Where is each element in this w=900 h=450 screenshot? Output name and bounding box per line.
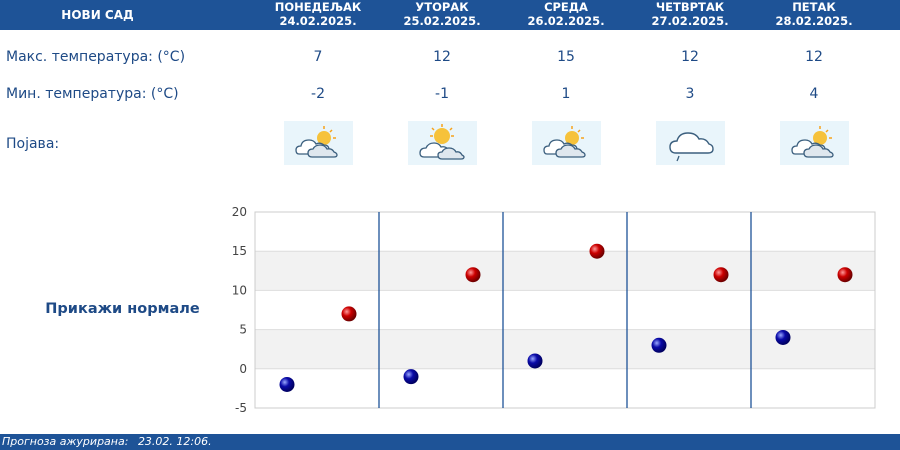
plot-border xyxy=(254,211,876,409)
updated-label: Прогноза ажурирана: xyxy=(2,435,129,448)
partly-cloudy-icon xyxy=(780,121,849,165)
max-temp-value: 12 xyxy=(433,49,451,65)
grid-band xyxy=(255,251,875,291)
day-date: 27.02.2025. xyxy=(651,13,729,28)
min-temp-label: Мин. температура: (°C) xyxy=(6,86,179,102)
max-temp-label: Макс. температура: (°C) xyxy=(6,49,186,65)
max-temp-point xyxy=(341,306,357,322)
max-temp-point xyxy=(713,267,729,283)
max-temp-value: 15 xyxy=(557,49,575,65)
y-tick-label: 15 xyxy=(232,244,247,258)
show-normals-link[interactable]: Прикажи нормале xyxy=(45,301,200,317)
day-header: ЧЕТВРТАК 27.02.2025. xyxy=(627,0,753,28)
day-date: 28.02.2025. xyxy=(775,13,853,28)
temperature-chart: 20 15 10 5 0 -5 xyxy=(232,205,876,415)
updated-value: 23.02. 12:06. xyxy=(137,435,212,448)
day-name: ПОНЕДЕЉАК xyxy=(274,0,362,14)
day-header: УТОРАК 25.02.2025. xyxy=(379,0,505,28)
partly-sunny-icon xyxy=(408,121,477,165)
day-header: СРЕДА 26.02.2025. xyxy=(503,0,629,28)
day-date: 25.02.2025. xyxy=(403,13,481,28)
partly-cloudy-icon xyxy=(284,121,353,165)
day-name: ЧЕТВРТАК xyxy=(655,0,725,14)
footer-bar: Прогноза ажурирана: 23.02. 12:06. xyxy=(0,434,900,450)
max-temp-point xyxy=(465,267,481,283)
min-temp-value: 3 xyxy=(685,86,695,102)
min-temp-point xyxy=(651,337,667,353)
max-temp-value: 7 xyxy=(313,49,323,65)
max-temp-value: 12 xyxy=(681,49,699,65)
cloud-drizzle-icon xyxy=(656,121,725,165)
min-temp-value: -1 xyxy=(435,86,449,102)
min-temp-value: -2 xyxy=(311,86,325,102)
max-temp-point xyxy=(837,267,853,283)
day-name: СРЕДА xyxy=(544,0,588,14)
day-name: УТОРАК xyxy=(415,0,469,14)
y-tick-label: 5 xyxy=(239,323,247,337)
day-date: 24.02.2025. xyxy=(279,13,357,28)
max-temp-point xyxy=(589,243,605,259)
min-temp-point xyxy=(527,353,543,369)
y-tick-label: 0 xyxy=(239,362,247,376)
max-temp-value: 12 xyxy=(805,49,823,65)
y-tick-label: 20 xyxy=(232,205,247,219)
partly-cloudy-icon xyxy=(532,121,601,165)
day-header: ПОНЕДЕЉАК 24.02.2025. xyxy=(255,0,381,28)
day-date: 26.02.2025. xyxy=(527,13,605,28)
min-temp-value: 1 xyxy=(561,86,571,102)
header-row: НОВИ САД ПОНЕДЕЉАК 24.02.2025. УТОРАК 25… xyxy=(0,0,900,30)
y-tick-label: 10 xyxy=(232,283,247,297)
min-temp-point xyxy=(775,329,791,345)
min-temp-value: 4 xyxy=(809,86,819,102)
min-temp-point xyxy=(403,369,419,385)
grid-band xyxy=(255,329,875,369)
day-header: ПЕТАК 28.02.2025. xyxy=(751,0,877,28)
y-tick-label: -5 xyxy=(235,401,247,415)
city-name: НОВИ САД xyxy=(61,8,134,22)
phenomenon-label: Појава: xyxy=(6,136,60,152)
min-temp-point xyxy=(279,376,295,392)
day-name: ПЕТАК xyxy=(792,0,836,14)
